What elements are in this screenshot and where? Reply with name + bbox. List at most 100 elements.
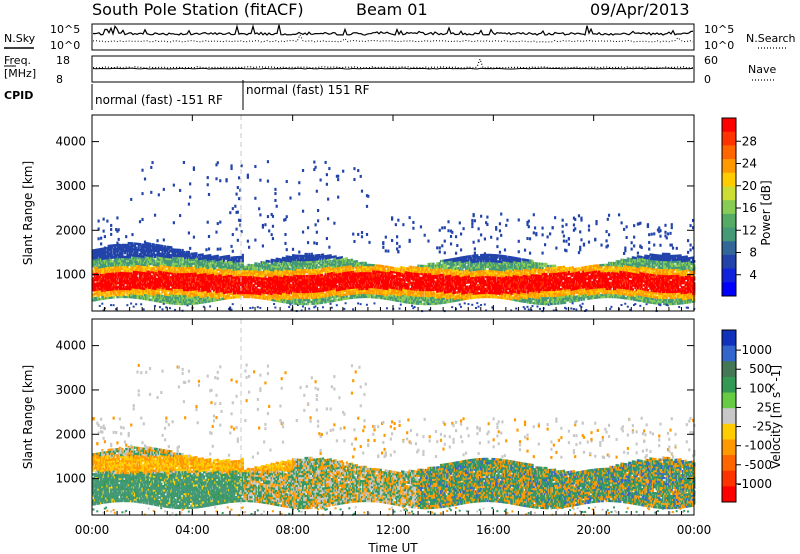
range-cell [230, 167, 232, 170]
range-cell [133, 306, 135, 308]
range-cell [314, 223, 316, 226]
range-cell [232, 303, 234, 305]
range-cell [284, 233, 286, 236]
range-cell [141, 192, 143, 195]
range-cell [232, 207, 234, 210]
range-cell [286, 215, 288, 218]
range-cell [150, 166, 152, 169]
noise-sky-trace [93, 25, 693, 35]
range-cell [307, 226, 309, 229]
range-cell [131, 242, 133, 244]
range-cell [139, 220, 141, 223]
range-cell [228, 255, 230, 257]
range-cell [140, 303, 142, 305]
freq-label-line2: [MHz] [4, 67, 36, 80]
range-cell [189, 247, 191, 250]
range-cell [208, 247, 210, 250]
range-cell [150, 191, 152, 194]
range-cell [238, 176, 240, 179]
range-cell [337, 196, 339, 199]
range-cell [366, 205, 368, 208]
range-cell [259, 179, 261, 182]
range-cell [110, 304, 112, 306]
range-cell [330, 303, 332, 305]
range-cell [116, 278, 118, 280]
noise-panel: N.Sky 10^5 10^0 10^5 10^0 N.Search [4, 23, 796, 52]
range-cell [368, 241, 370, 244]
range-cell [262, 244, 264, 247]
range-cell [217, 222, 219, 225]
noise-sky-label: N.Sky [4, 32, 36, 45]
range-cell [271, 233, 273, 236]
range-cell [110, 224, 112, 227]
nave-right-tick-top: 60 [704, 54, 718, 67]
range-cell [249, 307, 251, 309]
range-cell [154, 214, 156, 217]
range-cell [353, 178, 355, 181]
range-cell [230, 164, 232, 167]
range-cell [286, 180, 288, 183]
range-cell [326, 173, 328, 176]
range-cell [113, 304, 115, 306]
range-cell [373, 302, 375, 304]
range-cell [326, 183, 328, 186]
range-cell [352, 233, 354, 236]
range-cell [289, 197, 291, 200]
range-cell [232, 250, 234, 253]
range-cell [264, 223, 266, 226]
range-cell [207, 221, 209, 224]
range-cell [360, 175, 362, 178]
range-cell [183, 161, 185, 164]
range-cell [286, 248, 288, 251]
range-cell [188, 251, 190, 253]
range-cell [100, 242, 102, 245]
range-cell [141, 218, 143, 221]
range-cell [209, 305, 211, 307]
noise-search-trace [93, 35, 693, 42]
range-cell [302, 305, 304, 307]
range-cell [125, 235, 127, 238]
range-cell [343, 308, 345, 310]
noise-left-tick-bottom: 10^0 [50, 39, 80, 52]
range-cell [126, 304, 128, 306]
range-cell [235, 193, 237, 196]
range-cell [298, 192, 300, 195]
range-cell [259, 307, 261, 309]
range-cell [207, 183, 209, 186]
range-cell [267, 215, 269, 218]
range-cell [272, 237, 274, 240]
range-cell [189, 196, 191, 199]
range-cell [193, 166, 195, 169]
range-cell [288, 306, 290, 308]
range-cell [258, 263, 260, 265]
range-cell [313, 161, 315, 164]
range-cell [98, 220, 100, 223]
range-cell [154, 305, 156, 307]
range-cell [322, 306, 324, 308]
range-cell [215, 177, 217, 180]
range-cell [131, 233, 133, 236]
range-cell [149, 243, 151, 245]
range-cell [173, 184, 175, 187]
range-cell [302, 169, 304, 172]
station-title: South Pole Station (fitACF) [92, 0, 304, 19]
range-cell [205, 248, 207, 251]
range-cell [189, 182, 191, 185]
range-cell [208, 193, 210, 196]
range-cell [161, 308, 163, 310]
range-cell [267, 160, 269, 163]
range-cell [268, 260, 270, 262]
range-cell [230, 309, 232, 311]
range-cell [307, 241, 309, 244]
range-cell [302, 210, 304, 213]
range-cell [248, 246, 250, 249]
noise-search-label: N.Search [746, 32, 796, 45]
range-cell [217, 248, 219, 251]
range-cell [325, 161, 327, 164]
cpid-segment-1: normal (fast) -151 RF [95, 93, 223, 107]
range-cell [316, 231, 318, 234]
range-cell [342, 170, 344, 173]
range-cell [361, 235, 363, 238]
range-cell [217, 255, 219, 257]
range-cell [188, 231, 190, 234]
